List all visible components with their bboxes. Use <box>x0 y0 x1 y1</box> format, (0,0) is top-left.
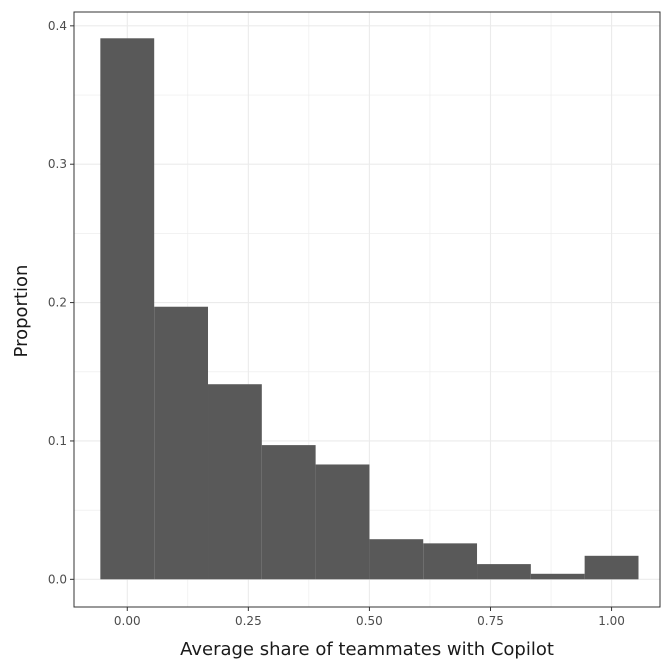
x-tick-label: 0.75 <box>477 614 504 628</box>
histogram-bar <box>477 564 531 580</box>
y-tick-label: 0.2 <box>48 296 67 310</box>
panel-border <box>73 11 661 608</box>
x-tick-label: 0.50 <box>356 614 383 628</box>
y-tick-label: 0.0 <box>48 572 67 586</box>
y-tick-label: 0.4 <box>48 19 67 33</box>
histogram-bar <box>154 306 209 580</box>
x-tick-label: 0.00 <box>114 614 141 628</box>
histogram-bar <box>315 464 370 580</box>
x-tick-label: 1.00 <box>598 614 625 628</box>
histogram-bar <box>423 543 478 580</box>
histogram-bars <box>100 38 639 580</box>
y-tick-label: 0.3 <box>48 157 67 171</box>
histogram-bar <box>100 38 155 580</box>
histogram-bar <box>208 384 262 580</box>
histogram-bar <box>369 539 424 580</box>
histogram-bar <box>261 445 316 580</box>
histogram-bar <box>584 555 639 580</box>
y-tick-label: 0.1 <box>48 434 67 448</box>
histogram-bar <box>530 573 585 580</box>
x-axis-title: Average share of teammates with Copilot <box>180 639 554 660</box>
grid-minor <box>74 12 660 607</box>
x-tick-label: 0.25 <box>235 614 262 628</box>
y-axis-ticks: 0.0 0.1 0.2 0.3 0.4 <box>48 19 74 586</box>
y-axis-title: Proportion <box>11 265 32 358</box>
x-axis-ticks: 0.00 0.25 0.50 0.75 1.00 <box>114 607 625 628</box>
